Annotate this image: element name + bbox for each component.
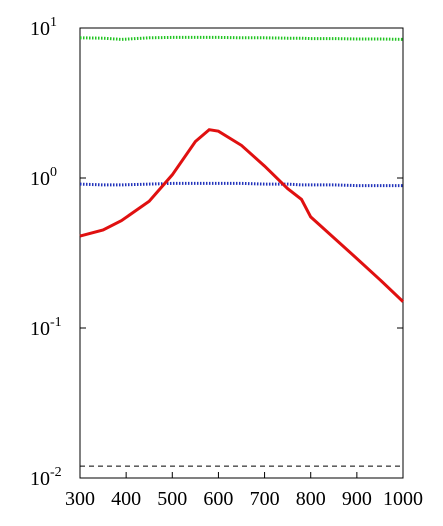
x-tick-label: 400	[111, 488, 141, 510]
y-tick-exponent: 0	[50, 165, 57, 180]
y-tick-base: 10	[30, 468, 50, 490]
y-tick-exponent: -1	[50, 315, 62, 330]
x-tick-label: 700	[250, 488, 280, 510]
plot-frame	[79, 27, 404, 479]
y-tick-label: 10-1	[30, 315, 62, 340]
y-tick-exponent: 1	[50, 15, 57, 30]
y-tick-exponent: -2	[50, 465, 62, 480]
series-line	[79, 128, 405, 303]
x-tick-label: 1000	[383, 488, 423, 510]
series-line	[79, 181, 403, 188]
x-tick-label: 300	[65, 488, 95, 510]
series-line	[79, 35, 404, 41]
y-tick-label: 100	[30, 165, 57, 190]
x-tick-label: 900	[342, 488, 372, 510]
y-tick-base: 10	[30, 168, 50, 190]
y-tick-base: 10	[30, 318, 50, 340]
y-tick-base: 10	[30, 18, 50, 40]
x-tick-label: 800	[296, 488, 326, 510]
y-tick-label: 10-2	[30, 465, 62, 490]
x-tick-label: 500	[157, 488, 187, 510]
x-tick-label: 600	[203, 488, 233, 510]
y-tick-label: 101	[30, 15, 57, 40]
